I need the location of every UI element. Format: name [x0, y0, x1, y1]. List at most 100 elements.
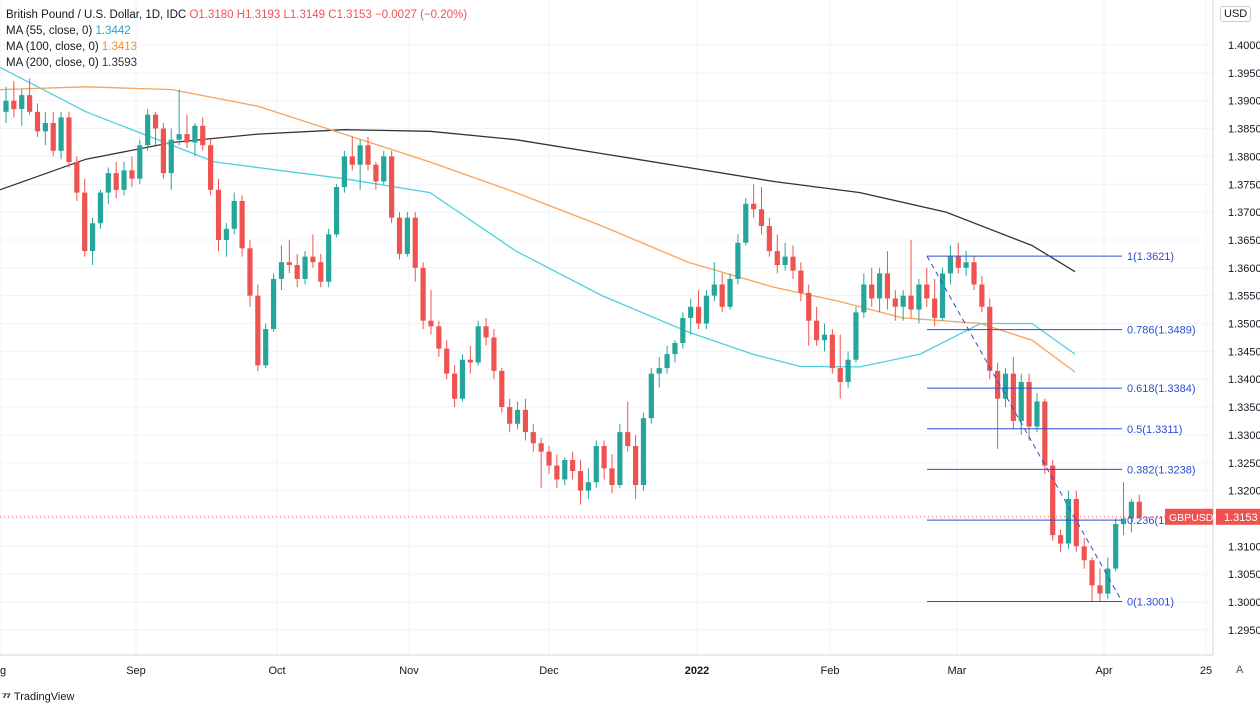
candle-body: [1081, 546, 1087, 561]
candle-body: [113, 173, 119, 190]
candle-body: [939, 273, 946, 318]
candle-body: [239, 200, 245, 249]
candle-body: [703, 295, 710, 324]
candle-body: [152, 114, 159, 129]
candle-body: [916, 284, 922, 310]
candle-body: [995, 370, 1001, 399]
candle-body: [499, 370, 505, 408]
candle-body: [546, 451, 552, 466]
fib-level-label: 0.236(1: [1127, 515, 1164, 527]
candle-body: [396, 217, 403, 254]
candle-body: [145, 114, 151, 146]
candle-body: [404, 217, 410, 254]
candle-body: [11, 100, 17, 110]
candle-body: [1128, 501, 1135, 519]
currency-button[interactable]: USD: [1220, 6, 1252, 22]
x-tick-label: Nov: [399, 665, 419, 677]
candle-body: [798, 270, 804, 293]
candle-body: [821, 334, 828, 341]
auto-scale-button[interactable]: A: [1236, 664, 1244, 676]
x-tick-label: Dec: [539, 665, 559, 677]
candle-body: [459, 359, 466, 399]
candle-body: [861, 284, 867, 313]
fib-level-label: 0.382(1.3238): [1127, 464, 1196, 476]
candle-body: [656, 368, 662, 374]
candle-body: [601, 446, 607, 469]
candle-body: [814, 320, 820, 341]
candle-body: [89, 223, 96, 252]
candle-body: [979, 284, 985, 307]
x-tick-label: 2022: [685, 665, 709, 677]
symbol-name: British Pound / U.S. Dollar, 1D, IDC: [6, 9, 187, 21]
candle-body: [1105, 568, 1111, 594]
candle-body: [695, 306, 702, 324]
candle-body: [310, 256, 316, 263]
candle-body: [758, 209, 765, 227]
candle-body: [223, 228, 229, 240]
y-tick-label: 1.3750: [1228, 179, 1260, 191]
y-tick-label: 1.4000: [1228, 40, 1260, 52]
candle-body: [963, 262, 969, 268]
candle-body: [1065, 498, 1072, 544]
candle-body: [42, 122, 48, 132]
candle-body: [373, 164, 379, 182]
candle-body: [137, 145, 143, 179]
candle-body: [381, 156, 387, 182]
fib-level-label: 0.5(1.3311): [1127, 424, 1182, 436]
candle-body: [160, 128, 166, 174]
candle-body: [633, 446, 639, 486]
candle-body: [349, 156, 355, 165]
candle-body: [1057, 535, 1064, 544]
candle-body: [1136, 501, 1142, 517]
candle-body: [1018, 381, 1024, 421]
candle-body: [554, 465, 560, 480]
candle-body: [680, 317, 686, 343]
candle-body: [231, 200, 237, 229]
candle-body: [876, 273, 883, 299]
tradingview-logo-icon: ⁷⁷: [2, 690, 11, 704]
candle-body: [869, 284, 875, 299]
y-tick-label: 1.3200: [1228, 486, 1260, 498]
candle-body: [286, 262, 292, 266]
candle-body: [987, 306, 993, 371]
candle-body: [34, 111, 41, 132]
candle-body: [389, 156, 395, 218]
candle-body: [129, 170, 135, 179]
candle-body: [538, 443, 544, 452]
last-price-text: 1.3153: [1224, 512, 1258, 524]
ma55-line: [0, 66, 1076, 368]
y-tick-label: 1.3950: [1228, 68, 1260, 80]
x-tick-label: Sep: [126, 665, 146, 677]
candle-body: [884, 273, 891, 299]
candle-body: [1002, 373, 1009, 399]
y-tick-label: 1.3300: [1228, 430, 1260, 442]
candle-body: [420, 267, 426, 321]
x-tick-label: 25: [1200, 665, 1212, 677]
candle-body: [570, 459, 576, 472]
candle-body: [751, 203, 757, 210]
fib-level-label: 0.786(1.3489): [1127, 325, 1196, 337]
candle-body: [184, 134, 190, 143]
candle-body: [672, 342, 678, 355]
candle-body: [82, 192, 88, 252]
candle-body: [97, 192, 104, 224]
candle-body: [168, 139, 174, 174]
candle-body: [688, 306, 694, 318]
fib-trend-line: [926, 255, 1123, 602]
fib-level-label: 0(1.3001): [1127, 596, 1174, 608]
y-tick-label: 1.3550: [1228, 291, 1260, 303]
candle-body: [648, 373, 654, 419]
x-tick-label: g: [0, 665, 6, 677]
legend-ohlc-row: British Pound / U.S. Dollar, 1D, IDC O1.…: [6, 9, 468, 21]
x-tick-label: Mar: [948, 665, 967, 677]
ma55-value: 1.3442: [95, 25, 131, 37]
y-tick-label: 1.2950: [1228, 625, 1260, 637]
ma100-label: MA (100, close, 0): [6, 41, 99, 53]
branding: ⁷⁷ TradingView: [2, 690, 74, 704]
candle-body: [412, 217, 418, 268]
y-tick-label: 1.3350: [1228, 402, 1260, 414]
ma200-label: MA (200, close, 0): [6, 57, 99, 69]
candle-body: [176, 134, 182, 140]
candle-body: [892, 298, 898, 307]
